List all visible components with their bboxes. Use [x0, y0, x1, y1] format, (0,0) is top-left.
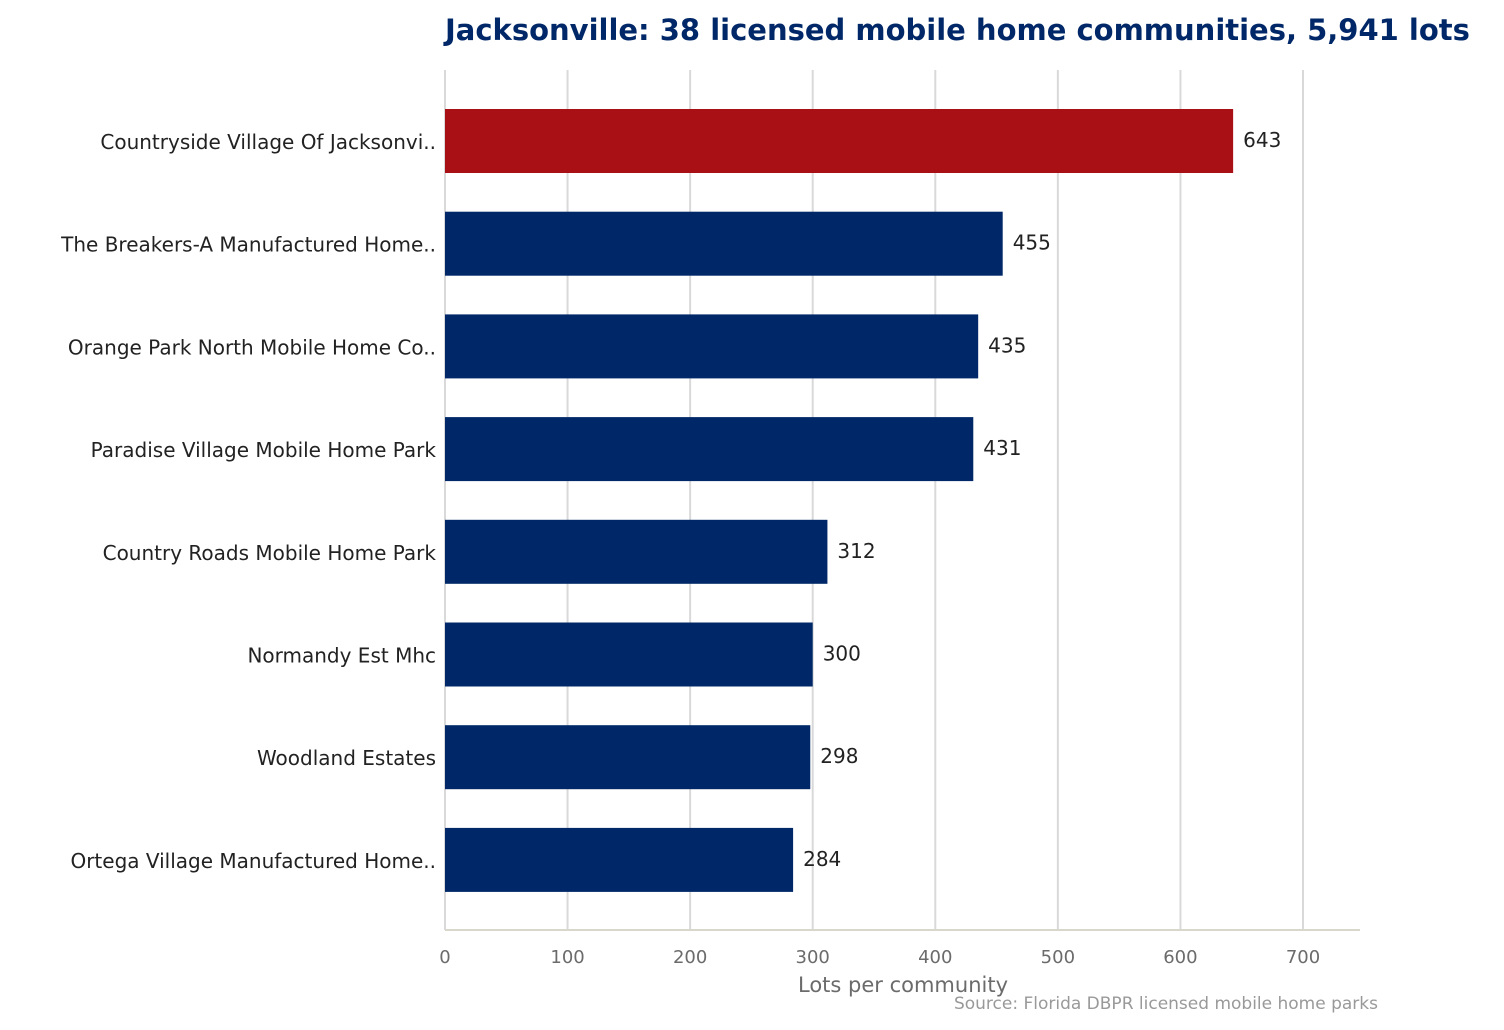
value-label: 435 — [988, 333, 1026, 357]
value-label: 284 — [803, 847, 841, 871]
x-tick-label: 300 — [796, 947, 830, 968]
bar — [445, 827, 794, 892]
category-label: Paradise Village Mobile Home Park — [91, 438, 437, 462]
category-label: Country Roads Mobile Home Park — [103, 541, 437, 565]
x-tick-label: 700 — [1286, 947, 1320, 968]
category-labels: Countryside Village Of Jacksonvi.. The Br… — [60, 130, 436, 873]
category-label: Woodland Estates — [257, 746, 436, 770]
x-axis-title: Lots per community — [798, 973, 1008, 997]
bar — [445, 314, 979, 379]
value-label: 298 — [820, 744, 858, 768]
category-label: The Breakers-A Manufactured Home.. — [60, 233, 436, 257]
value-label: 643 — [1243, 128, 1281, 152]
value-label: 431 — [983, 436, 1021, 460]
bar — [445, 725, 811, 790]
bar — [445, 519, 828, 584]
x-tick-label: 200 — [673, 947, 707, 968]
gridlines — [444, 70, 1304, 930]
value-label: 312 — [837, 539, 875, 563]
bars — [445, 109, 1234, 892]
x-tick-label: 500 — [1041, 947, 1075, 968]
bar — [445, 109, 1234, 173]
category-label: Countryside Village Of Jacksonvi.. — [100, 130, 436, 154]
bar — [445, 622, 813, 687]
x-tick-label: 100 — [550, 947, 584, 968]
x-tick-label: 0 — [439, 947, 450, 968]
source-note: Source: Florida DBPR licensed mobile hom… — [954, 994, 1378, 1014]
x-tick-label: 600 — [1163, 947, 1197, 968]
bar — [445, 211, 1003, 276]
chart-title: Jacksonville: 38 licensed mobile home co… — [443, 13, 1470, 47]
value-label: 455 — [1013, 231, 1051, 255]
category-label: Ortega Village Manufactured Home.. — [70, 849, 436, 873]
value-label: 300 — [823, 642, 861, 666]
category-label: Orange Park North Mobile Home Co.. — [68, 335, 436, 359]
x-tick-label: 400 — [918, 947, 952, 968]
x-tick-labels: 0 100 200 300 400 500 600 700 — [439, 947, 1320, 968]
bar — [445, 417, 974, 482]
value-labels: 643 455 435 431 312 300 298 284 — [803, 128, 1281, 871]
category-label: Normandy Est Mhc — [247, 644, 436, 668]
